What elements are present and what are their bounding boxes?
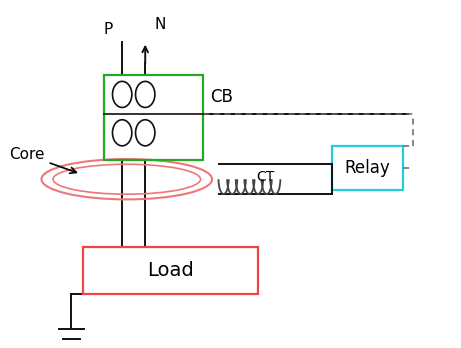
Ellipse shape	[136, 120, 155, 146]
Text: P: P	[104, 22, 113, 37]
Ellipse shape	[112, 81, 132, 108]
Ellipse shape	[136, 81, 155, 108]
Ellipse shape	[112, 120, 132, 146]
Text: Core: Core	[9, 147, 77, 173]
Text: CT: CT	[256, 171, 274, 184]
Text: Load: Load	[147, 261, 194, 280]
Bar	[332, 146, 403, 190]
Text: Relay: Relay	[344, 159, 390, 177]
Bar	[104, 75, 203, 160]
Bar	[83, 247, 258, 294]
Text: N: N	[154, 17, 166, 32]
Text: CB: CB	[210, 88, 233, 106]
